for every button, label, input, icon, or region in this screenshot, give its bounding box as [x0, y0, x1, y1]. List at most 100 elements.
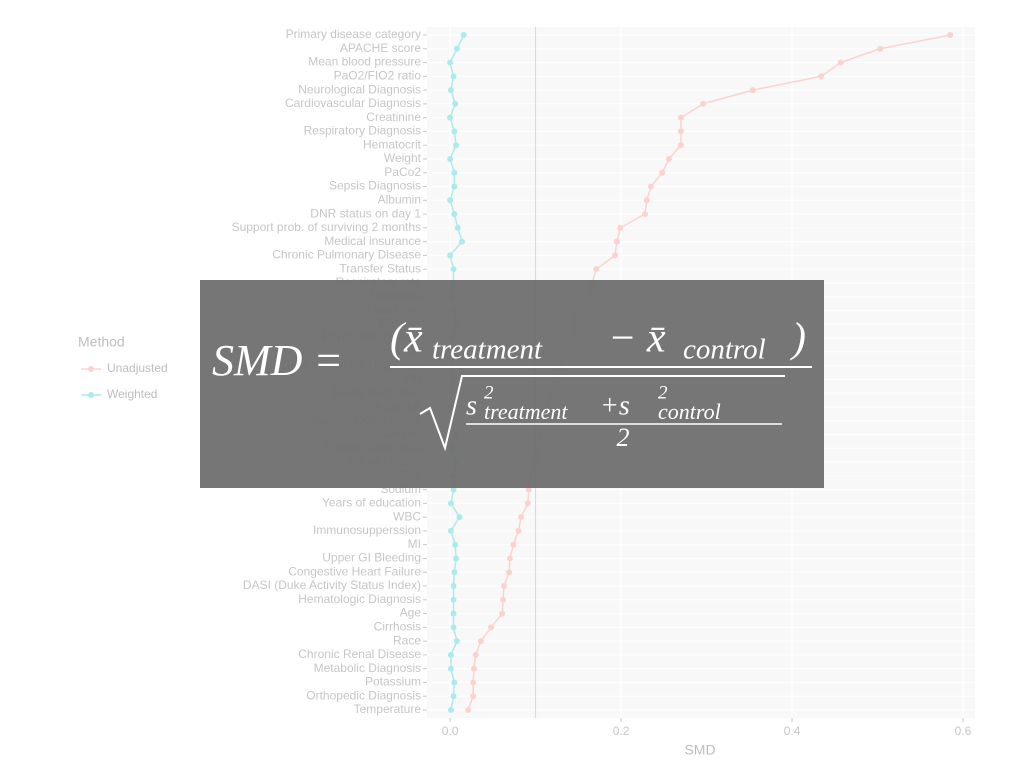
- point: [515, 527, 522, 534]
- y-tick-label: Cardiovascular Diagnosis: [285, 96, 421, 110]
- point: [677, 114, 684, 121]
- y-tick-label: Age: [400, 606, 422, 620]
- formula-part: s: [466, 390, 477, 421]
- y-tick-label: Congestive Heart Failure: [288, 564, 421, 578]
- overlay-box: [200, 280, 824, 488]
- y-tick-label: Neurological Diagnosis: [298, 82, 421, 96]
- point: [447, 252, 454, 259]
- y-tick-label: APACHE score: [340, 41, 421, 55]
- point: [451, 679, 458, 686]
- y-tick-label: Creatinine: [366, 110, 421, 124]
- point: [450, 266, 457, 273]
- point: [451, 169, 458, 176]
- sqrt-sign: [419, 375, 785, 452]
- point: [506, 569, 513, 576]
- formula-sub: control: [683, 334, 766, 366]
- legend-key: [88, 392, 94, 398]
- point: [447, 59, 454, 66]
- point: [518, 514, 525, 521]
- point: [450, 486, 457, 493]
- formula-part: 2: [617, 423, 630, 452]
- point: [456, 514, 463, 521]
- x-axis-label: SMD: [684, 742, 715, 758]
- point: [450, 610, 457, 617]
- point: [617, 224, 624, 231]
- point: [447, 665, 454, 672]
- point: [818, 73, 825, 80]
- y-tick-label: PaO2/FIO2 ratio: [334, 68, 422, 82]
- point: [447, 500, 454, 507]
- formula-sub: treatment: [432, 334, 543, 366]
- formula-sup: 2: [484, 382, 494, 403]
- point: [447, 155, 454, 162]
- formula-overlay: SMD = (x̄ treatment − x̄ control ) s 2 t…: [200, 280, 824, 488]
- formula-lhs: SMD =: [212, 336, 343, 385]
- formula-part: − x̄: [608, 316, 666, 362]
- point: [500, 583, 507, 590]
- point: [659, 169, 666, 176]
- point: [612, 252, 619, 259]
- point: [447, 114, 454, 121]
- point: [677, 142, 684, 149]
- legend-label: Unadjusted: [107, 361, 168, 375]
- point: [947, 32, 954, 38]
- y-tick-label: Hematocrit: [363, 137, 422, 151]
- point: [453, 555, 460, 562]
- formula-sub: control: [658, 399, 721, 424]
- y-tick-label: Years of education: [322, 496, 421, 510]
- point: [677, 128, 684, 135]
- y-tick-label: Medical insurance: [324, 234, 421, 248]
- x-tick-label: 0.6: [955, 724, 972, 738]
- y-tick-label: Orthopedic Diagnosis: [306, 688, 421, 702]
- point: [447, 707, 454, 713]
- point: [877, 45, 884, 52]
- y-tick-label: Temperature: [354, 702, 422, 716]
- y-tick-label: Metabolic Diagnosis: [314, 661, 421, 675]
- y-tick-label: Potassium: [365, 675, 421, 689]
- point: [749, 87, 756, 94]
- point: [499, 610, 506, 617]
- point: [642, 211, 649, 218]
- point: [510, 541, 517, 548]
- y-tick-label: Race: [393, 633, 421, 647]
- y-tick-label: Mean blood pressure: [308, 55, 421, 69]
- point: [447, 651, 454, 658]
- point: [465, 707, 472, 713]
- y-tick-label: PaCo2: [384, 165, 421, 179]
- point: [472, 651, 479, 658]
- point: [452, 100, 459, 107]
- formula-sup: 2: [658, 382, 668, 403]
- point: [450, 693, 457, 700]
- legend-key: [88, 366, 94, 372]
- point: [450, 583, 457, 590]
- point: [506, 555, 513, 562]
- point: [665, 155, 672, 162]
- point: [450, 624, 457, 631]
- formula-part: +s: [600, 390, 630, 421]
- y-tick-label: Upper GI Bleeding: [322, 551, 421, 565]
- y-tick-label: Immunosupperssion: [313, 523, 421, 537]
- point: [451, 183, 458, 190]
- y-tick-label: DNR status on day 1: [310, 206, 421, 220]
- y-tick-label: MI: [408, 537, 421, 551]
- point: [500, 596, 507, 603]
- x-tick-label: 0.0: [442, 724, 459, 738]
- y-tick-label: DASI (Duke Activity Status Index): [243, 578, 421, 592]
- x-tick-label: 0.4: [784, 724, 801, 738]
- point: [447, 87, 454, 94]
- point: [593, 266, 600, 273]
- y-tick-label: Transfer Status: [339, 261, 421, 275]
- y-tick-label: Chronic Renal Disease: [298, 647, 421, 661]
- y-tick-label: Chronic Pulmonary Disease: [272, 248, 421, 262]
- point: [643, 197, 650, 204]
- legend-title: Method: [78, 334, 125, 350]
- point: [477, 638, 484, 645]
- point: [460, 32, 467, 38]
- formula-sub: treatment: [484, 399, 568, 424]
- point: [451, 128, 458, 135]
- formula-part: ): [790, 316, 806, 362]
- y-tick-label: Respiratory Diagnosis: [304, 124, 421, 138]
- y-tick-label: Primary disease category: [286, 27, 421, 41]
- formula-part: (x̄: [390, 316, 423, 362]
